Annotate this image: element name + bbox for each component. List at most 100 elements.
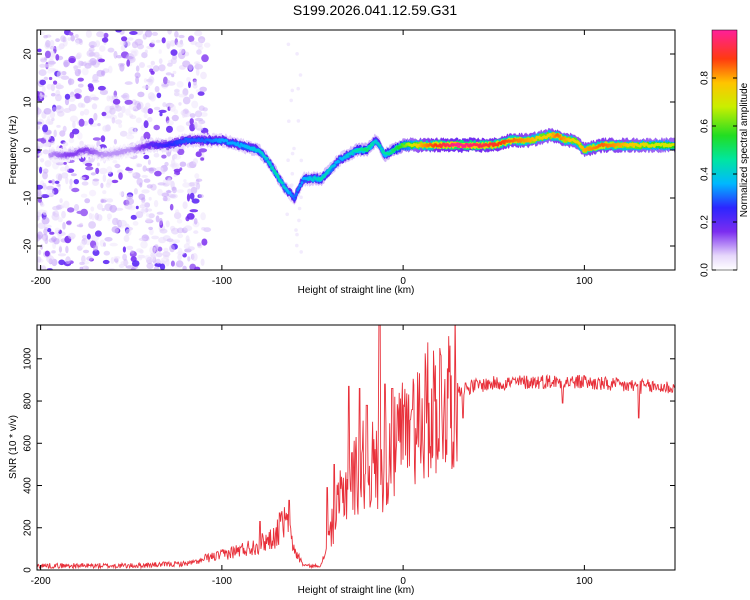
spectrogram-noise-blob xyxy=(37,107,42,115)
spectrogram-noise-blob xyxy=(93,112,98,121)
spectrogram-noise-blob xyxy=(188,81,191,89)
spectrogram-noise-blob xyxy=(67,37,72,41)
spectrogram-noise-blob xyxy=(193,230,199,234)
spectrogram-noise-blob xyxy=(186,77,191,82)
spectrogram-noise-blob xyxy=(64,98,70,106)
spectrogram-noise-blob xyxy=(178,247,183,255)
spectrogram-noise-blob xyxy=(86,49,94,58)
spectrogram-noise-blob xyxy=(108,65,113,74)
spectrogram-noise-blob xyxy=(154,86,160,93)
spectrogram-noise-blob xyxy=(73,179,80,185)
spectrogram-noise-blob xyxy=(114,207,124,211)
spectrogram-noise-blob xyxy=(120,260,129,266)
x-tick-label: -100 xyxy=(212,276,232,287)
spectrogram-noise-blob xyxy=(138,237,147,241)
spectrogram-noise-blob xyxy=(192,158,198,165)
spectrogram-noise-blob xyxy=(178,102,182,106)
spectrogram-noise-blob xyxy=(109,107,116,115)
spectrogram-noise-blob xyxy=(126,37,134,41)
spectrogram-ridge-point xyxy=(631,142,634,146)
spectrogram-noise-blob xyxy=(119,191,124,196)
spectrogram-noise-blob xyxy=(80,176,86,180)
spectrogram-noise-blob xyxy=(41,216,50,225)
spectrogram-noise-blob xyxy=(42,182,47,189)
spectrogram-noise-blob xyxy=(285,212,290,217)
spectrogram-ridge-point xyxy=(389,151,393,155)
spectrogram-noise-blob xyxy=(290,183,294,187)
spectrogram-noise-blob xyxy=(92,178,100,182)
spectrogram-noise-blob xyxy=(159,263,166,270)
spectrogram-noise-blob xyxy=(99,45,106,52)
spectrogram-noise-blob xyxy=(143,78,148,83)
spectrogram-noise-blob xyxy=(202,107,208,112)
spectrogram-noise-blob xyxy=(101,111,107,117)
spectrogram-noise-blob xyxy=(116,55,123,59)
spectrogram-noise-blob xyxy=(165,220,170,228)
spectrogram-noise-blob xyxy=(79,261,85,266)
spectrogram-ridge-point xyxy=(371,143,375,147)
spectrogram-noise-blob xyxy=(179,161,187,167)
spectrogram-noise-blob xyxy=(112,98,121,105)
spectrogram-noise-blob xyxy=(43,108,52,115)
spectrogram-noise-blob xyxy=(132,221,139,226)
spectrogram-ridge-point xyxy=(121,151,124,155)
spectrogram-ridge-point xyxy=(300,181,304,185)
snr-frame xyxy=(36,324,676,571)
spectrogram-noise-blob xyxy=(47,60,56,65)
spectrogram-noise-blob xyxy=(144,49,148,54)
spectrogram-y-axis-label: Frequency (Hz) xyxy=(8,116,19,185)
spectrogram-noise-blob xyxy=(89,189,97,197)
spectrogram-noise-blob xyxy=(93,51,100,58)
spectrogram-noise-blob xyxy=(58,259,66,266)
spectrogram-noise-blob xyxy=(95,167,100,175)
spectrogram-noise-blob xyxy=(40,244,44,250)
y-tick-label: 800 xyxy=(23,392,34,409)
spectrogram-ridge-point xyxy=(307,178,310,182)
spectrogram-noise-blob xyxy=(111,179,119,184)
spectrogram-noise-blob xyxy=(145,217,152,223)
spectrogram-noise-blob xyxy=(183,243,190,250)
spectrogram-ridge-point xyxy=(269,163,272,167)
colorbar-tick-label: 0.4 xyxy=(700,167,711,181)
spectrogram-noise-blob xyxy=(59,198,63,204)
spectrogram-ridge-point xyxy=(419,144,422,148)
spectrogram-noise-blob xyxy=(135,211,144,219)
spectrogram-noise-blob xyxy=(52,205,60,211)
spectrogram-noise-blob xyxy=(126,134,135,140)
spectrogram-noise-blob xyxy=(176,189,184,194)
spectrogram-noise-blob xyxy=(183,179,187,183)
spectrogram-noise-blob xyxy=(147,108,153,115)
spectrogram-noise-blob xyxy=(44,250,50,257)
spectrogram-noise-blob xyxy=(154,244,159,251)
spectrogram-y-ticks: -20 -10 0 10 20 xyxy=(23,48,675,253)
spectrogram-noise-blob xyxy=(193,79,197,86)
spectrogram-noise-blob xyxy=(90,172,97,176)
snr-y-ticks: 0 200 400 600 800 1000 xyxy=(23,347,675,573)
spectrogram-noise-blob xyxy=(199,38,205,43)
spectrogram-noise-blob xyxy=(129,31,138,35)
spectrogram-noise-blob xyxy=(200,258,205,266)
spectrogram-noise-blob xyxy=(287,119,291,123)
spectrogram-noise-blob xyxy=(81,181,89,186)
colorbar-tick-label: 0.0 xyxy=(700,263,711,277)
spectrogram-noise-blob xyxy=(156,211,164,215)
spectrogram-noise-blob xyxy=(119,63,125,72)
spectrogram-noise-blob xyxy=(176,125,185,133)
spectrogram-noise-blob xyxy=(64,164,70,172)
spectrogram-noise-blob xyxy=(41,85,46,93)
spectrogram-noise-blob xyxy=(63,61,69,68)
spectrogram-noise-blob xyxy=(85,30,92,38)
spectrogram-noise-blob xyxy=(55,93,62,102)
colorbar: 0.0 0.2 0.4 0.6 0.8 Normalized spectral ampl… xyxy=(700,29,750,277)
spectrogram-noise-blob xyxy=(91,103,98,110)
spectrogram-noise-blob xyxy=(140,240,148,249)
spectrogram-ridge-point xyxy=(175,142,179,146)
snr-x-axis-label: Height of straight line (km) xyxy=(298,585,415,596)
spectrogram-noise-blob xyxy=(75,39,80,46)
spectrogram-noise-blob xyxy=(77,60,82,69)
spectrogram-noise-blob xyxy=(68,57,76,64)
spectrogram-ridge-point xyxy=(114,152,118,156)
spectrogram-noise-blob xyxy=(150,39,156,45)
